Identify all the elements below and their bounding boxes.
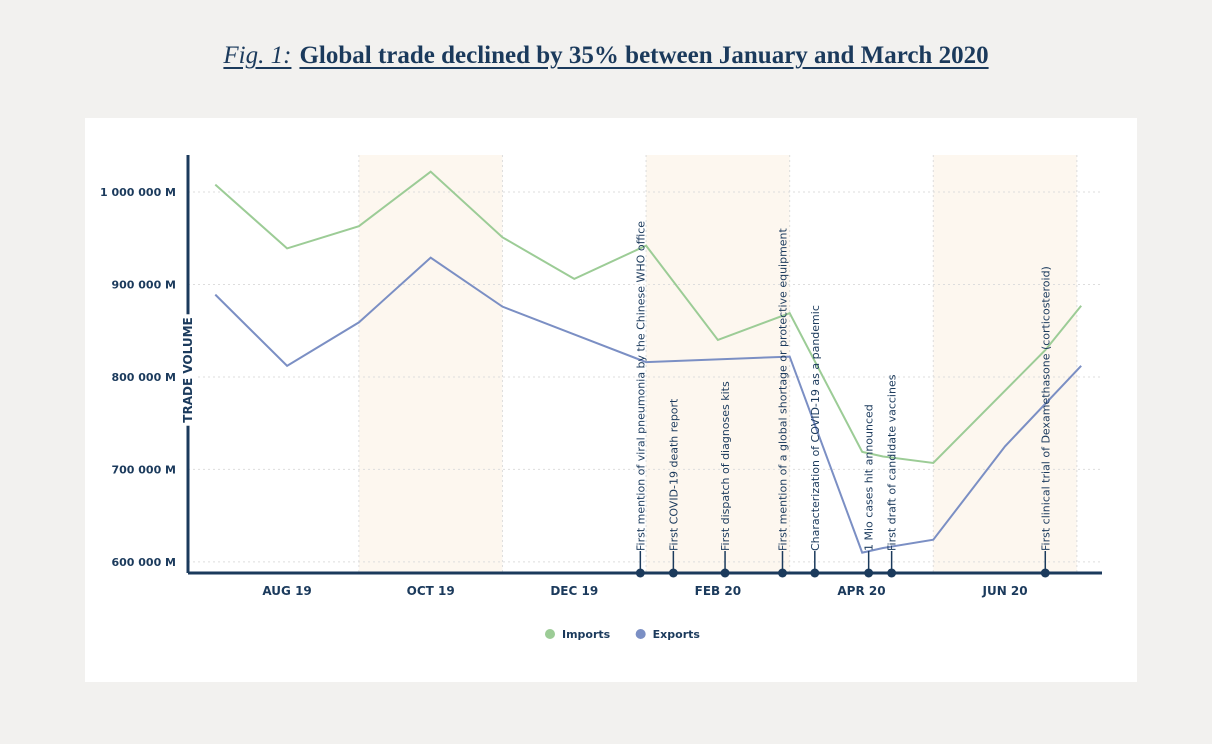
event-label: First mention of a global shortage or pr… bbox=[776, 227, 789, 551]
chart-title: Global trade declined by 35% between Jan… bbox=[299, 42, 989, 69]
x-tick-label: APR 20 bbox=[837, 584, 885, 598]
x-tick-label: JUN 20 bbox=[982, 584, 1028, 598]
x-tick-label: OCT 19 bbox=[407, 584, 455, 598]
event-label: Characterization of COVID-19 as a pandem… bbox=[809, 305, 822, 551]
event-label: First mention of viral pneumonia by the … bbox=[634, 221, 647, 551]
title: Fig. 1: Global trade declined by 35% betw… bbox=[0, 42, 1212, 70]
event-marker bbox=[668, 568, 678, 578]
event-label: First dispatch of diagnoses kits bbox=[719, 381, 732, 551]
figure-label: Fig. 1: bbox=[223, 42, 292, 69]
shaded-band bbox=[933, 155, 1077, 573]
x-tick-label: FEB 20 bbox=[695, 584, 741, 598]
event-marker bbox=[810, 568, 820, 578]
line bbox=[214, 256, 1082, 554]
event-marker bbox=[635, 568, 645, 578]
event-marker bbox=[720, 568, 730, 578]
y-tick-label: 1 000 000 M bbox=[100, 186, 176, 199]
shaded-band bbox=[358, 155, 503, 573]
event-marker bbox=[1040, 568, 1050, 578]
event-label: First draft of candidate vaccines bbox=[886, 374, 899, 551]
y-axis-label: TRADE VOLUME bbox=[181, 317, 195, 422]
event-label: 1 Mio cases hit announced bbox=[863, 404, 876, 551]
event-label: First COVID-19 death report bbox=[667, 398, 680, 551]
y-tick-label: 900 000 M bbox=[111, 278, 176, 291]
line bbox=[214, 170, 1082, 465]
legend-swatch bbox=[635, 629, 646, 639]
y-axis-label-bg bbox=[181, 314, 195, 426]
legend-swatch bbox=[545, 629, 555, 639]
y-tick-label: 800 000 M bbox=[111, 371, 176, 384]
y-tick-label: 700 000 M bbox=[111, 463, 176, 476]
event-marker bbox=[777, 568, 787, 578]
y-tick-label: 600 000 M bbox=[111, 556, 176, 569]
legend-label: Exports bbox=[653, 628, 701, 641]
event-marker bbox=[887, 568, 897, 578]
x-tick-label: AUG 19 bbox=[262, 584, 311, 598]
shaded-band bbox=[646, 155, 790, 573]
x-tick-label: DEC 19 bbox=[550, 584, 598, 598]
event-label: First clinical trial of Dexamethasone (c… bbox=[1039, 266, 1052, 551]
event-marker bbox=[864, 568, 874, 578]
legend-label: Imports bbox=[562, 628, 611, 641]
